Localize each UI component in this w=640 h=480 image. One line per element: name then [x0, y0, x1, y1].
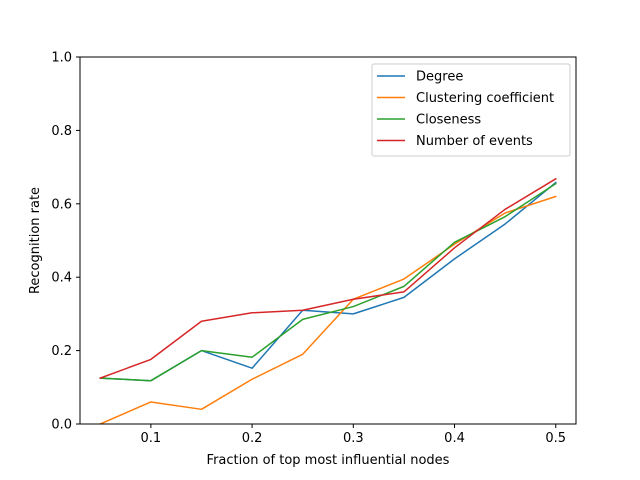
y-tick-label: 0.2 — [51, 344, 72, 359]
x-tick-label: 0.1 — [141, 431, 162, 446]
plot-frame — [79, 56, 577, 425]
x-tick-label: 0.3 — [343, 431, 364, 446]
series-line-number-of-events — [99, 177, 557, 380]
legend-entry-label: Number of events — [416, 134, 533, 149]
axis-ticks: 0.1 0.2 0.3 0.4 0.5 0.0 0.2 0.4 0.6 0.8 1.0 — [51, 51, 566, 447]
legend: Degree Clustering coefficient Closeness Num… — [371, 63, 571, 157]
y-tick-label: 1.0 — [51, 51, 72, 66]
legend-entry-label: Degree — [416, 70, 463, 85]
y-tick-label: 0.4 — [51, 271, 72, 286]
x-axis-label: Fraction of top most influential nodes — [207, 453, 450, 468]
legend-box — [371, 63, 571, 157]
series-lines — [99, 177, 557, 424]
legend-entry-label: Clustering coefficient — [416, 91, 554, 106]
x-tick-label: 0.4 — [444, 431, 465, 446]
y-tick-label: 0.0 — [51, 418, 72, 433]
y-tick-label: 0.6 — [51, 197, 72, 212]
x-tick-label: 0.5 — [545, 431, 566, 446]
x-tick-label: 0.2 — [242, 431, 263, 446]
y-tick-label: 0.8 — [51, 124, 72, 139]
y-axis-label: Recognition rate — [28, 187, 43, 294]
legend-entry-label: Closeness — [416, 113, 481, 128]
